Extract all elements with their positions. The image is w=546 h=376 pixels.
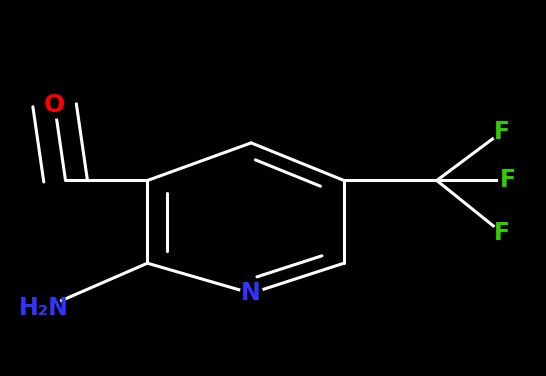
Text: F: F xyxy=(494,221,511,245)
Text: F: F xyxy=(494,120,511,144)
Text: F: F xyxy=(500,168,516,193)
Text: O: O xyxy=(44,93,65,117)
Text: H₂N: H₂N xyxy=(19,296,69,320)
Text: N: N xyxy=(241,281,261,305)
